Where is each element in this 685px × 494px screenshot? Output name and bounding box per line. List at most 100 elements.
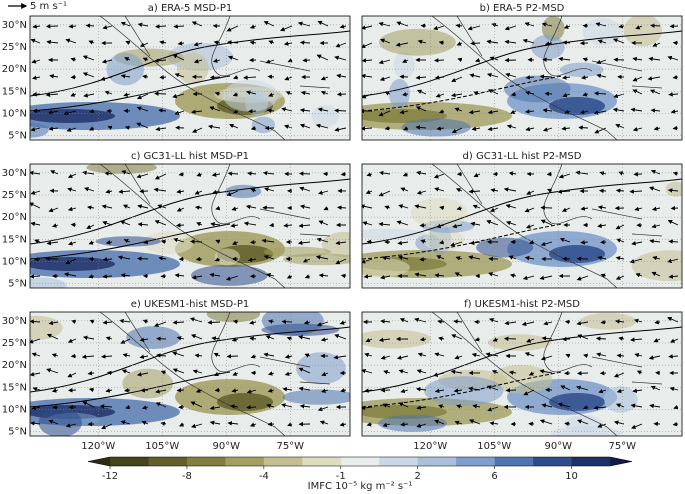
wind-arrow [362,204,373,209]
wind-arrow [561,207,571,212]
wind-arrow [618,23,625,29]
wind-arrow [669,386,679,392]
wind-arrow [634,352,643,358]
wind-arrow [249,24,257,29]
wind-arrow [178,171,185,177]
colorbar-tick-label: -8 [182,471,192,482]
wind-arrow [209,420,221,426]
wind-arrow [317,406,329,412]
wind-arrow [438,404,445,409]
wind-arrow [616,238,625,243]
wind-arrow [153,187,167,193]
wind-arrow [337,205,347,210]
wind-arrow [539,275,553,281]
wind-arrow [104,90,113,95]
wind-arrow [65,258,77,264]
wind-arrow [334,108,347,113]
wind-arrow [155,389,167,394]
lat-tick-label: 20°N [2,64,27,75]
wind-arrow [398,369,409,374]
wind-arrow [297,21,311,27]
wind-arrow [632,89,643,95]
wind-arrow [668,239,679,244]
coastline [431,312,663,436]
wind-arrow [316,321,329,327]
wind-arrow [577,419,589,425]
wind-arrow [102,220,113,226]
wind-arrow [503,187,517,192]
wind-arrow [48,320,59,326]
wind-arrow [668,354,679,359]
wind-arrow [475,58,481,63]
shading [378,414,447,432]
wind-arrow [250,188,257,193]
wind-arrow [195,388,203,393]
shading [388,78,410,109]
wind-arrow [30,127,41,132]
colorbar-tick-label: 10 [565,471,578,482]
wind-arrow [266,403,275,409]
shading [296,352,346,385]
wind-arrow [266,108,275,113]
wind-arrow [455,256,463,261]
wind-arrow [107,125,113,130]
wind-arrow [318,220,329,226]
wind-arrow [616,388,625,394]
wind-arrow [635,25,643,30]
wind-arrow [396,355,409,360]
wind-arrow [120,420,131,425]
wind-arrow [491,370,499,375]
wind-arrow [287,58,293,63]
wind-arrow [472,204,481,209]
wind-arrow [246,405,257,410]
wind-arrow [434,352,445,357]
wind-arrow [227,421,239,426]
wind-arrow [102,320,113,325]
wind-arrow [333,354,347,360]
wind-arrow [158,256,167,261]
wind-arrow [137,222,149,227]
wind-arrow [618,336,625,341]
shading [362,329,432,349]
contour [362,178,682,245]
wind-arrow [154,220,167,226]
wind-arrow [207,124,221,129]
wind-arrow [30,221,41,227]
wind-arrow [125,40,131,45]
wind-arrow [286,336,293,341]
wind-arrow [215,239,221,244]
wind-arrow [190,334,203,340]
wind-arrow [249,320,257,325]
wind-arrow [267,371,275,376]
wind-arrow [419,222,427,228]
wind-arrow [247,109,257,114]
wind-arrow [652,42,661,47]
wind-arrow [68,24,77,29]
wind-arrow [154,91,167,96]
wind-arrow [214,91,221,96]
wind-arrow [284,371,293,376]
wind-arrow [66,127,77,132]
shading [38,408,82,436]
wind-arrow [210,222,221,227]
wind-arrow [578,125,589,130]
wind-arrow [380,355,391,360]
wind-arrow [85,23,95,28]
wind-arrow [286,274,293,279]
wind-arrow [395,42,409,47]
wind-arrow [102,274,113,279]
wind-arrow [453,319,463,324]
lon-tick-label: 105°W [477,441,511,452]
wind-arrow [416,387,427,392]
wind-arrow [420,23,427,29]
wind-arrow [33,257,41,262]
wind-arrow [142,57,149,62]
wind-arrow [436,126,445,131]
wind-arrow [488,272,499,277]
wind-arrow [378,21,391,27]
wind-arrow [419,257,427,262]
wind-arrow [232,371,239,376]
wind-arrow [122,204,131,209]
wind-arrow [382,403,391,408]
contour [362,326,682,393]
